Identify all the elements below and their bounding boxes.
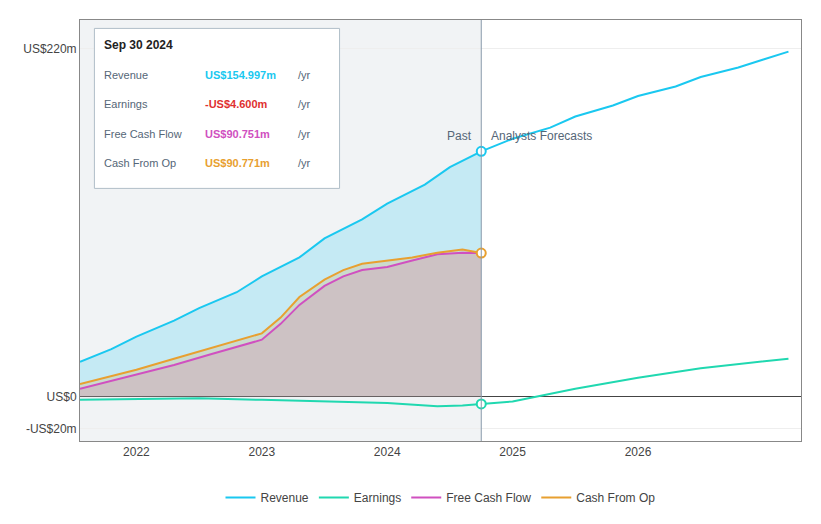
svg-text:/yr: /yr [298,128,311,140]
svg-text:US$0: US$0 [47,390,77,404]
svg-text:Revenue: Revenue [104,69,148,81]
svg-text:US$220m: US$220m [23,42,76,56]
svg-text:-US$4.600m: -US$4.600m [205,98,268,110]
svg-text:Revenue: Revenue [261,491,309,505]
svg-text:Earnings: Earnings [104,98,148,110]
svg-text:/yr: /yr [298,69,311,81]
svg-text:Free Cash Flow: Free Cash Flow [104,128,182,140]
svg-text:2022: 2022 [123,445,150,459]
svg-text:Cash From Op: Cash From Op [104,157,176,169]
svg-text:Past: Past [447,129,472,143]
svg-text:Cash From Op: Cash From Op [576,491,655,505]
svg-text:Free Cash Flow: Free Cash Flow [446,491,531,505]
svg-text:2025: 2025 [499,445,526,459]
svg-text:US$154.997m: US$154.997m [205,69,276,81]
svg-text:-US$20m: -US$20m [26,422,77,436]
svg-text:/yr: /yr [298,157,311,169]
svg-text:2023: 2023 [248,445,275,459]
svg-text:Earnings: Earnings [354,491,401,505]
svg-text:US$90.751m: US$90.751m [205,128,270,140]
svg-text:Sep 30 2024: Sep 30 2024 [104,38,173,52]
svg-text:2024: 2024 [374,445,401,459]
svg-text:Analysts Forecasts: Analysts Forecasts [491,129,592,143]
svg-text:US$90.771m: US$90.771m [205,157,270,169]
svg-text:2026: 2026 [625,445,652,459]
svg-text:/yr: /yr [298,98,311,110]
